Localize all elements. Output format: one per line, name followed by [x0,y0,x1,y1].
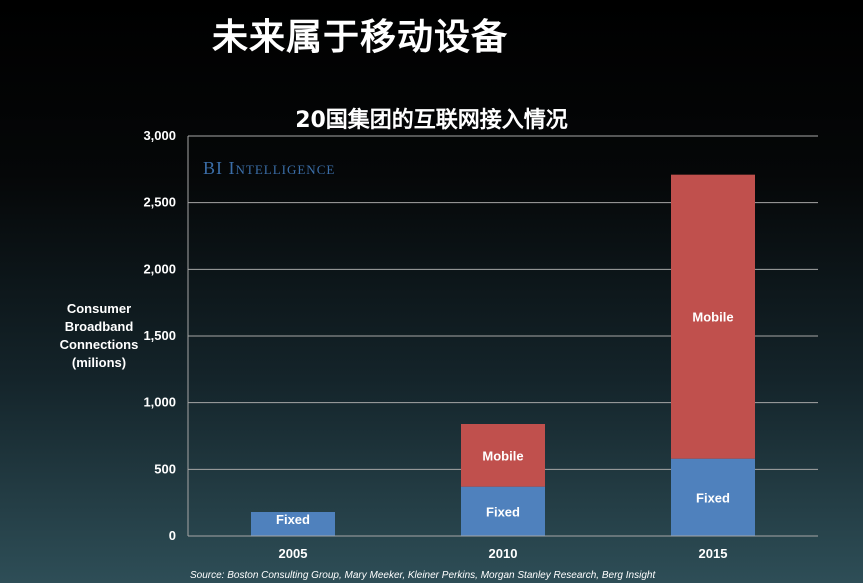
bar-label-mobile-2015: Mobile [692,310,733,325]
source-note: Source: Boston Consulting Group, Mary Me… [190,570,656,581]
chart-title: 20国集团的互联网接入情况 [295,108,568,133]
bar-label-fixed-2005: Fixed [276,512,310,527]
bar-mobile-2015 [671,174,755,459]
slide-title: 未来属于移动设备 [212,17,509,58]
y-tick-label: 3,000 [143,128,176,143]
bar-label-mobile-2010: Mobile [482,448,523,463]
bar-label-fixed-2015: Fixed [696,490,730,505]
y-tick-label: 1,500 [143,328,176,343]
axes: 0 500 1,000 1,500 2,000 2,500 3,000 2005 2010 201… [143,128,818,561]
bar-mobile-2010 [461,424,545,487]
x-tick-label: 2015 [699,546,728,561]
y-tick-label: 1,000 [143,395,176,410]
bar-label-fixed-2010: Fixed [486,504,520,519]
brand-logo: BI Intelligence [203,158,336,178]
y-tick-label: 2,500 [143,195,176,210]
y-tick-label: 0 [169,528,176,543]
y-axis-label: Consumer Broadband Connections (milions) [59,301,139,370]
bar-fixed-2005 [251,512,335,536]
x-tick-label: 2010 [489,546,518,561]
x-tick-label: 2005 [279,546,308,561]
y-tick-label: 2,000 [143,261,176,276]
bars: Fixed Fixed Mobile Fixed Mobile [251,174,755,536]
y-tick-label: 500 [154,461,176,476]
bar-fixed-2010 [461,486,545,536]
bar-fixed-2015 [671,458,755,536]
